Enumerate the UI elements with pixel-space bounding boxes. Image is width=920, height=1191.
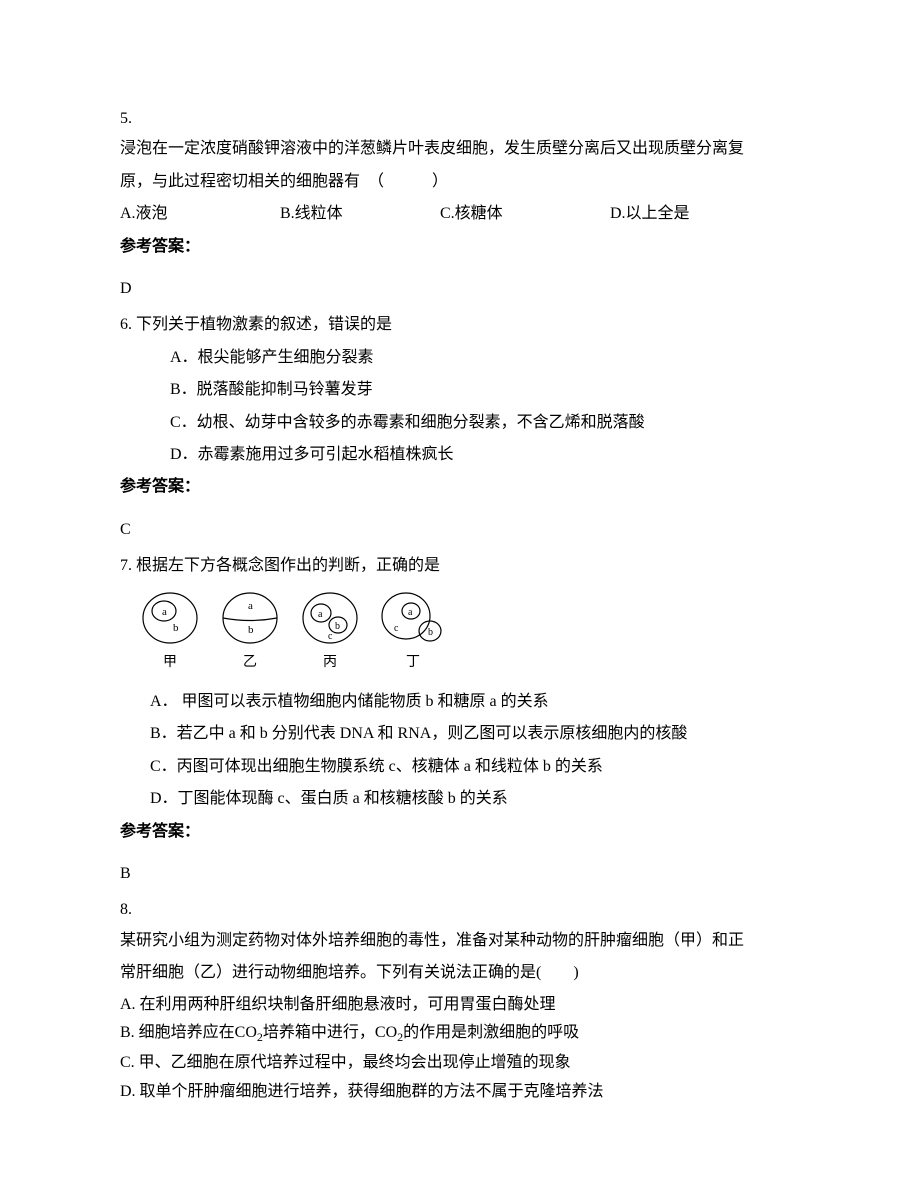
svg-text:b: b bbox=[173, 622, 179, 634]
q7-option-b: B．若乙中 a 和 b 分别代表 DNA 和 RNA，则乙图可以表示原核细胞内的… bbox=[150, 719, 800, 749]
venn-yi: a b 乙 bbox=[220, 591, 280, 677]
q6-option-d: D．赤霉素施用过多可引起水稻植株疯长 bbox=[170, 440, 800, 470]
q8-options: A. 在利用两种肝组织块制备肝细胞悬液时，可用胃蛋白酶处理 B. 细胞培养应在C… bbox=[120, 991, 800, 1107]
q5-option-c: C.核糖体 bbox=[440, 199, 610, 229]
svg-text:a: a bbox=[408, 607, 413, 618]
q6-text: 6. 下列关于植物激素的叙述，错误的是 bbox=[120, 310, 800, 340]
q5-option-d: D.以上全是 bbox=[610, 199, 770, 229]
q6-options: A．根尖能够产生细胞分裂素 B．脱落酸能抑制马铃薯发芽 C．幼根、幼芽中含较多的… bbox=[120, 343, 800, 471]
q5-answer: D bbox=[120, 274, 800, 304]
svg-text:a: a bbox=[248, 600, 253, 612]
q7-diagram: a b 甲 a b 乙 a b c 丙 bbox=[140, 591, 800, 677]
svg-text:b: b bbox=[335, 621, 340, 632]
q8-text-line2: 常肝细胞（乙）进行动物细胞培养。下列有关说法正确的是( ) bbox=[120, 958, 800, 988]
q8-optb-part2: 培养箱中进行，CO bbox=[263, 1024, 397, 1041]
svg-text:a: a bbox=[318, 609, 323, 620]
q8-text-line1: 某研究小组为测定药物对体外培养细胞的毒性，准备对某种动物的肝肿瘤细胞（甲）和正 bbox=[120, 926, 800, 956]
q5-options: A.液泡 B.线粒体 C.核糖体 D.以上全是 bbox=[120, 199, 800, 229]
q5-text-line1: 浸泡在一定浓度硝酸钾溶液中的洋葱鳞片叶表皮细胞，发生质壁分离后又出现质壁分离复 bbox=[120, 134, 800, 164]
q5-text-line2: 原，与此过程密切相关的细胞器有 （ ） bbox=[120, 167, 800, 197]
svg-text:b: b bbox=[248, 624, 254, 636]
q8-number: 8. bbox=[120, 895, 800, 925]
q8-option-c: C. 甲、乙细胞在原代培养过程中，最终均会出现停止增殖的现象 bbox=[120, 1049, 800, 1078]
q8-option-a: A. 在利用两种肝组织块制备肝细胞悬液时，可用胃蛋白酶处理 bbox=[120, 991, 800, 1020]
venn-label-yi: 乙 bbox=[243, 650, 257, 677]
q8-optb-part1: B. 细胞培养应在CO bbox=[120, 1024, 257, 1041]
venn-label-bing: 丙 bbox=[323, 650, 337, 677]
svg-text:b: b bbox=[428, 627, 433, 638]
q5-number: 5. bbox=[120, 104, 800, 134]
svg-text:c: c bbox=[328, 631, 333, 642]
q5-answer-label: 参考答案： bbox=[120, 232, 800, 262]
q6-option-a: A．根尖能够产生细胞分裂素 bbox=[170, 343, 800, 373]
q6-option-b: B．脱落酸能抑制马铃薯发芽 bbox=[170, 375, 800, 405]
q8-option-d: D. 取单个肝肿瘤细胞进行培养，获得细胞群的方法不属于克隆培养法 bbox=[120, 1078, 800, 1107]
q6-option-c: C．幼根、幼芽中含较多的赤霉素和细胞分裂素，不含乙烯和脱落酸 bbox=[170, 408, 800, 438]
venn-jia: a b 甲 bbox=[140, 591, 200, 677]
venn-ding: a b c 丁 bbox=[380, 591, 446, 677]
venn-label-jia: 甲 bbox=[163, 650, 177, 677]
q7-option-d: D．丁图能体现酶 c、蛋白质 a 和核糖核酸 b 的关系 bbox=[150, 784, 800, 814]
q7-text: 7. 根据左下方各概念图作出的判断，正确的是 bbox=[120, 551, 800, 581]
q7-option-c: C．丙图可体现出细胞生物膜系统 c、核糖体 a 和线粒体 b 的关系 bbox=[150, 752, 800, 782]
q5-option-a: A.液泡 bbox=[120, 199, 280, 229]
q7-options: A． 甲图可以表示植物细胞内储能物质 b 和糖原 a 的关系 B．若乙中 a 和… bbox=[120, 687, 800, 815]
svg-text:c: c bbox=[394, 623, 399, 634]
q6-answer: C bbox=[120, 515, 800, 545]
q8-optb-part3: 的作用是刺激细胞的呼吸 bbox=[403, 1024, 579, 1041]
venn-bing: a b c 丙 bbox=[300, 591, 360, 677]
q8-option-b: B. 细胞培养应在CO2培养箱中进行，CO2的作用是刺激细胞的呼吸 bbox=[120, 1019, 800, 1049]
q7-answer-label: 参考答案： bbox=[120, 817, 800, 847]
q7-answer: B bbox=[120, 859, 800, 889]
q7-option-a: A． 甲图可以表示植物细胞内储能物质 b 和糖原 a 的关系 bbox=[150, 687, 800, 717]
venn-label-ding: 丁 bbox=[406, 650, 420, 677]
q6-answer-label: 参考答案： bbox=[120, 472, 800, 502]
svg-text:a: a bbox=[162, 606, 167, 618]
q5-option-b: B.线粒体 bbox=[280, 199, 440, 229]
